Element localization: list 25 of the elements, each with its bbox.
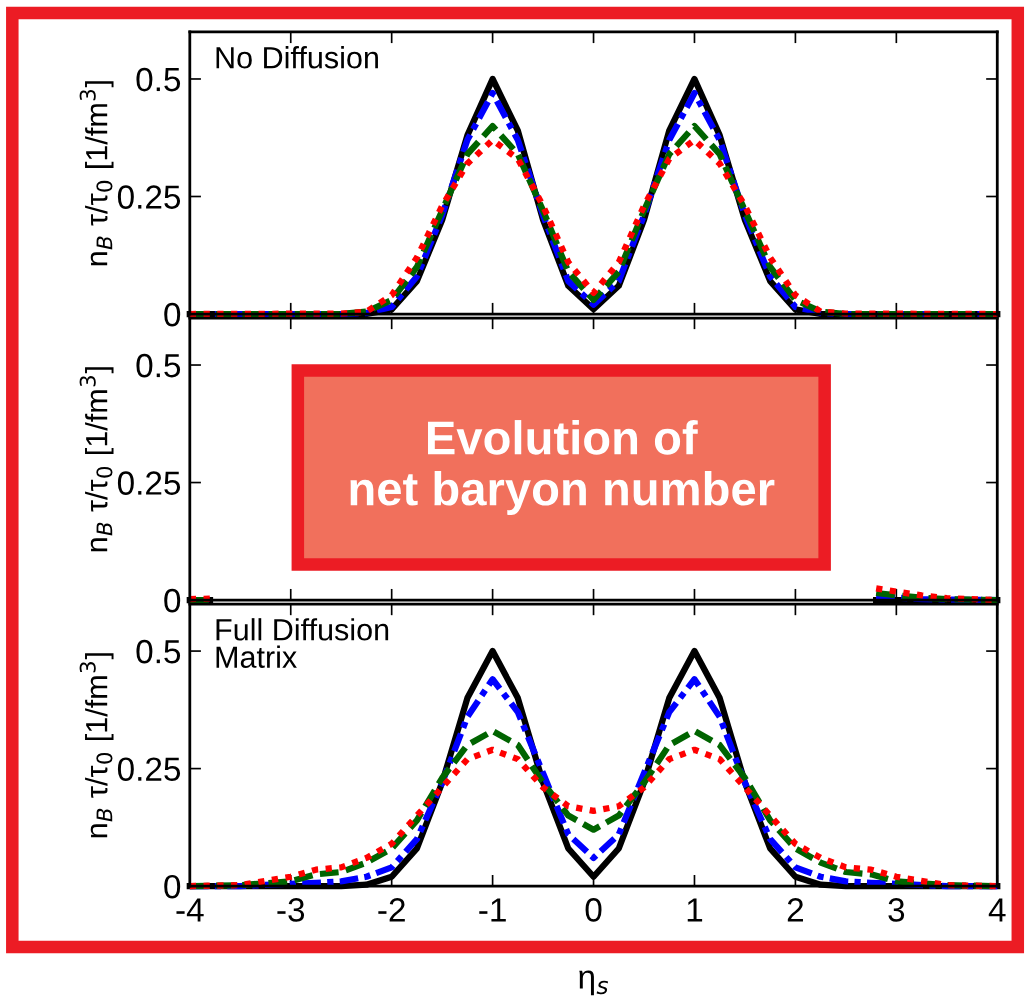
x-tick-label: -2 (378, 898, 405, 922)
y-tick-label: 0.25 (117, 185, 181, 209)
x-tick-label: -1 (479, 898, 506, 922)
y-tick-label: 0.25 (117, 757, 181, 781)
y-tick-label: 0.25 (117, 471, 181, 495)
y-axis-title: n$_{B}$ τ/τ$_{0}$ [1/fm$^{3}$] (79, 367, 114, 552)
y-tick-label: 0 (164, 302, 181, 327)
x-tick-label: -4 (176, 898, 204, 922)
x-tick-label: 0 (585, 898, 602, 922)
y-tick-label: 0.5 (136, 67, 181, 92)
x-tick-label: 3 (888, 898, 905, 922)
y-tick-label: 0 (164, 874, 181, 899)
y-tick-label: 0.5 (136, 639, 181, 664)
y-axis-title: n$_{B}$ τ/τ$_{0}$ [1/fm$^{3}$] (79, 81, 114, 266)
x-tick-label: 2 (787, 898, 803, 922)
y-tick-label: 0.5 (136, 353, 181, 378)
text: Full Diffusion Matrix (216, 618, 389, 668)
x-tick-label: 1 (687, 898, 703, 922)
x-axis-title: η$_{s}$ (579, 970, 609, 996)
y-tick-label: 0 (164, 588, 181, 613)
y-axis-title: n$_{B}$ τ/τ$_{0}$ [1/fm$^{3}$] (79, 653, 114, 838)
x-tick-label: 4 (988, 898, 1006, 922)
x-tick-label: -3 (277, 898, 305, 922)
annotation: Evolution of net baryon number (350, 420, 775, 515)
chart-title: No Diffusion (216, 46, 378, 69)
